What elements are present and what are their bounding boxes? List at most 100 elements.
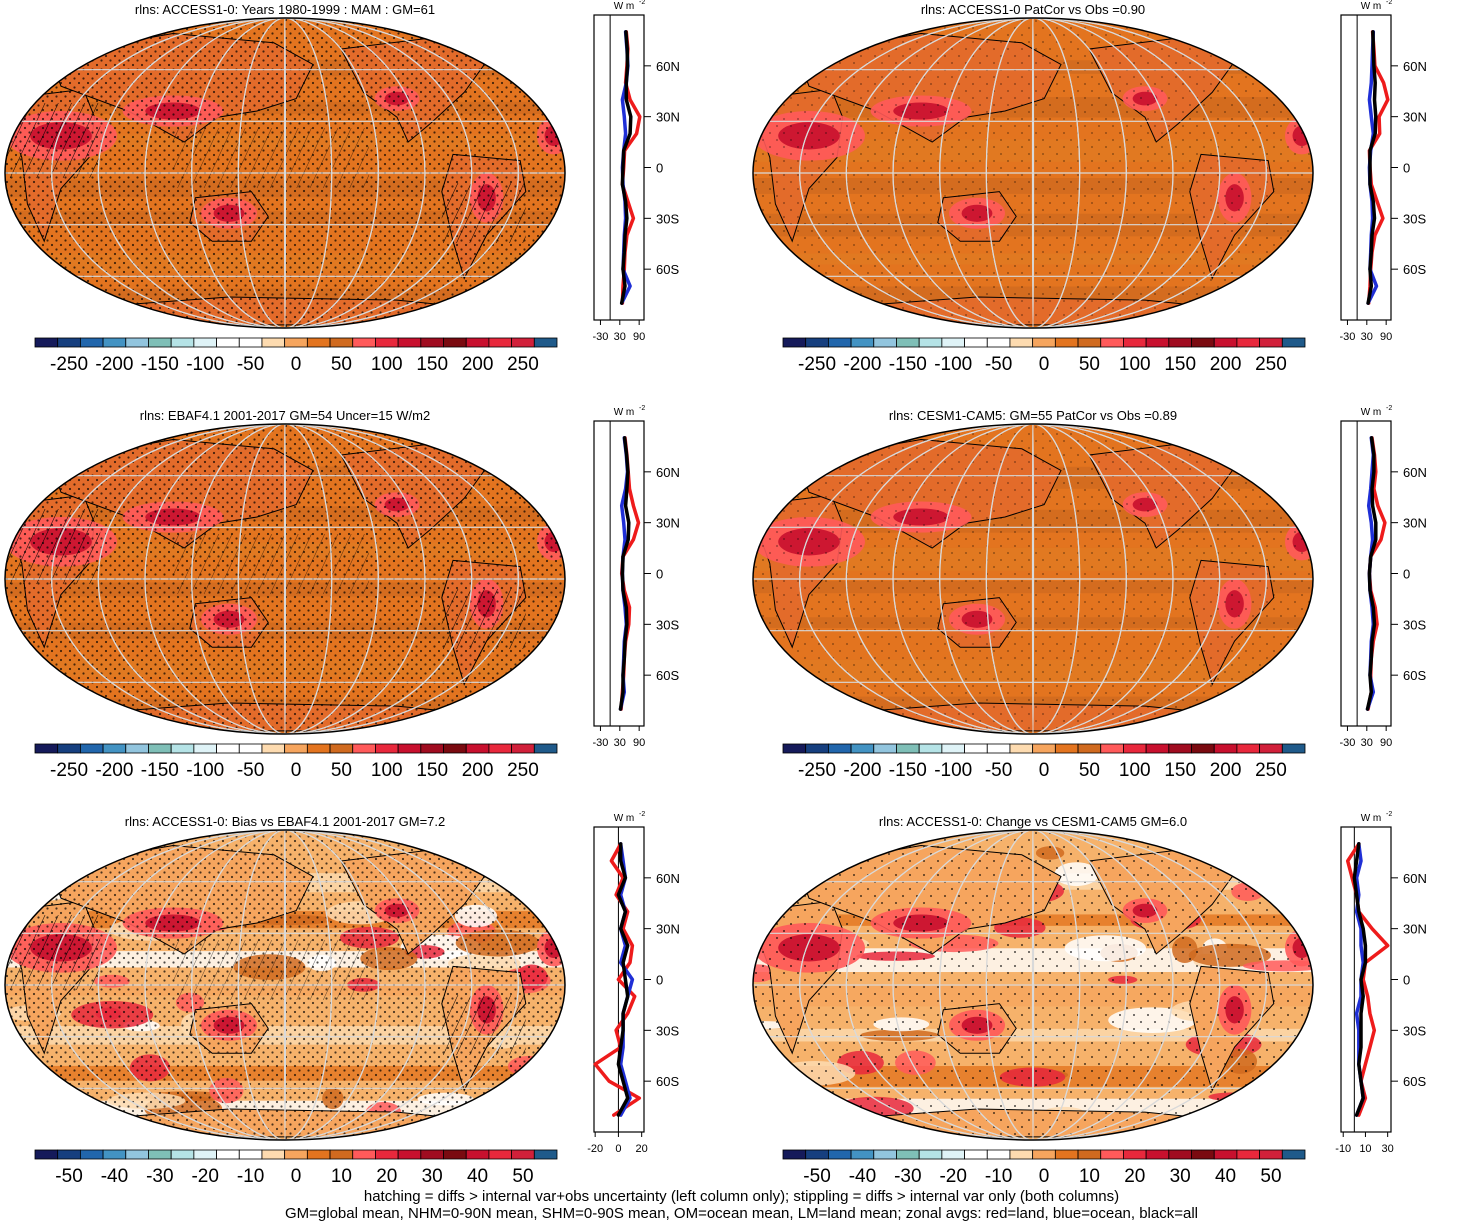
colorbar-tick-label: 0: [291, 1166, 302, 1187]
map-field: [753, 18, 1313, 328]
colorbar-tick-label: 150: [1164, 354, 1196, 375]
colorbar-swatch: [1281, 743, 1306, 754]
colorbar-tick-label: -30: [146, 1166, 173, 1187]
zonal-ytick-label: 0: [656, 161, 663, 176]
colorbar-swatch: [1032, 1149, 1056, 1160]
zonal-units-superscript: -2: [1386, 0, 1392, 6]
colorbar: -250 -200 -150 -100 -50 0 50 100 150 200 250: [34, 337, 558, 375]
hatching-overlay: [5, 103, 101, 178]
colorbar-swatch: [1168, 743, 1192, 754]
zonal-ytick-label: 30S: [656, 1023, 679, 1038]
colorbar-swatch: [782, 337, 807, 348]
colorbar-swatch: [986, 337, 1011, 348]
zonal-ytick-label: 0: [656, 973, 663, 988]
graticule-meridian: [845, 424, 1221, 734]
zonal-xtick-label: 90: [633, 331, 645, 343]
zonal-units: W m: [1361, 813, 1382, 824]
colorbar-swatch: [465, 743, 490, 754]
colorbar-tick-label: 100: [1119, 760, 1151, 781]
colorbar-swatch: [827, 1149, 852, 1160]
colorbar-swatch: [1032, 743, 1056, 754]
colorbar-swatch: [420, 337, 444, 348]
colorbar-swatch: [238, 337, 263, 348]
zonal-units: W m: [1361, 407, 1382, 418]
zonal-xtick-label: -30: [1339, 737, 1355, 749]
graticule-meridian: [97, 830, 473, 1140]
colorbar-swatch: [148, 743, 172, 754]
graticule-meridian: [939, 830, 1127, 1140]
colorbar-tick-label: 250: [1255, 760, 1287, 781]
colorbar-tick-label: 50: [331, 354, 352, 375]
map-title: rlns: ACCESS1-0: Change vs CESM1-CAM5 GM…: [879, 814, 1187, 829]
colorbar-swatch: [1054, 1149, 1079, 1160]
map-title: rlns: ACCESS1-0: Years 1980-1999 : MAM :…: [135, 2, 435, 17]
colorbar-swatch: [873, 337, 897, 348]
map-title: rlns: EBAF4.1 2001-2017 GM=54 Uncer=15 W…: [140, 408, 430, 423]
colorbar-tick-label: 100: [371, 354, 403, 375]
colorbar-swatch: [57, 743, 81, 754]
colorbar-swatch: [57, 1149, 81, 1160]
colorbar-tick-label: 10: [331, 1166, 352, 1187]
colorbar-swatch: [1009, 1149, 1034, 1160]
colorbar: -250 -200 -150 -100 -50 0 50 100 150 200 250: [782, 743, 1306, 781]
zonal-ytick-label: 60S: [1403, 1074, 1426, 1089]
colorbar-swatch: [1077, 743, 1102, 754]
graticule: [753, 424, 1313, 734]
zonal-frame: [1340, 420, 1392, 727]
colorbar-swatch: [918, 337, 943, 348]
colorbar-swatch: [465, 1149, 490, 1160]
zonal-ytick-label: 60S: [656, 668, 679, 683]
colorbar-swatch: [1236, 337, 1261, 348]
hatching-overlay: [173, 534, 369, 594]
colorbar-swatch: [941, 1149, 965, 1160]
colorbar-swatch: [1123, 743, 1147, 754]
colorbar-swatch: [1100, 337, 1124, 348]
colorbar-tick-label: -200: [95, 760, 133, 781]
colorbar-tick-label: -10: [237, 1166, 264, 1187]
colorbar-tick-label: 250: [507, 354, 539, 375]
colorbar-tick-label: -50: [237, 760, 264, 781]
colorbar-tick-label: -150: [141, 354, 179, 375]
colorbar-swatch: [238, 1149, 263, 1160]
colorbar-swatch: [193, 743, 217, 754]
graticule-meridian: [892, 830, 1174, 1140]
colorbar-tick-label: 0: [291, 354, 302, 375]
colorbar-swatch: [420, 1149, 444, 1160]
zonal-ytick-label: 30N: [656, 110, 680, 125]
hatching-overlay: [5, 915, 101, 990]
colorbar-tick-label: 250: [507, 760, 539, 781]
zonal-ytick-label: 30N: [656, 922, 680, 937]
graticule-meridian: [1031, 424, 1035, 734]
zonal-ytick-label: 60N: [656, 465, 680, 480]
graticule-meridian: [144, 18, 426, 328]
colorbar: -250 -200 -150 -100 -50 0 50 100 150 200 250: [782, 337, 1306, 375]
colorbar-swatch: [34, 743, 59, 754]
map-field: [753, 830, 1313, 1140]
zonal-curve-all: [616, 842, 630, 1117]
map-title: rlns: ACCESS1-0 PatCor vs Obs =0.90: [921, 2, 1145, 17]
colorbar-swatch: [873, 743, 897, 754]
colorbar-swatch: [511, 743, 535, 754]
zonal-units-superscript: -2: [1386, 811, 1392, 818]
colorbar-tick-label: -100: [934, 760, 972, 781]
colorbar-swatch: [397, 1149, 422, 1160]
colorbar-swatch: [443, 1149, 467, 1160]
colorbar-swatch: [488, 1149, 513, 1160]
colorbar-swatch: [896, 337, 920, 348]
colorbar-swatch: [57, 337, 81, 348]
zonal-units: W m: [614, 813, 635, 824]
zonal-ytick-label: 60S: [1403, 262, 1426, 277]
colorbar-swatch: [284, 1149, 308, 1160]
colorbar-swatch: [1236, 743, 1261, 754]
colorbar-tick-label: 200: [1210, 354, 1242, 375]
graticule-meridian: [985, 18, 1081, 328]
colorbar-tick-label: -10: [985, 1166, 1012, 1187]
colorbar-tick-label: -250: [50, 760, 88, 781]
colorbar-swatch: [238, 743, 263, 754]
colorbar-swatch: [216, 1149, 240, 1160]
colorbar-swatch: [964, 1149, 988, 1160]
graticule-meridian: [237, 424, 333, 734]
colorbar-tick-label: 50: [1079, 354, 1100, 375]
colorbar-swatch: [1213, 743, 1238, 754]
graticule: [753, 830, 1313, 1140]
